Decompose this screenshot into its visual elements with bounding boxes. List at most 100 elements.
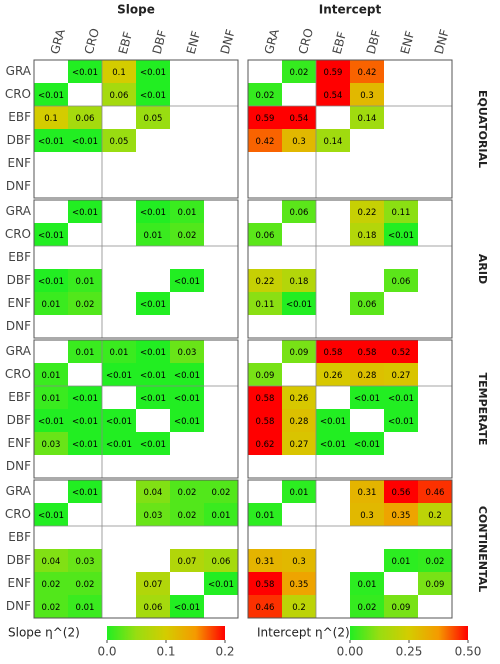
cell-label: <0.01 (354, 394, 380, 404)
heatmap-cell (282, 106, 316, 129)
heatmap-cell (350, 363, 384, 386)
heatmap-cell (248, 549, 282, 572)
heatmap-cell (68, 409, 102, 432)
cell-label: 0.06 (144, 603, 163, 613)
heatmap-cell (102, 340, 136, 363)
heatmap-cell (136, 292, 170, 315)
cell-label: 0.54 (324, 91, 343, 101)
cell-label: 0.3 (292, 137, 306, 147)
cell-label: 0.07 (178, 557, 197, 567)
colorbar-tick-label: 0.25 (396, 645, 423, 659)
cell-label: 0.18 (290, 277, 309, 287)
cell-label: 0.28 (290, 417, 309, 427)
heatmap-cell (204, 549, 238, 572)
heatmap-cell (248, 363, 282, 386)
cell-label: 0.09 (256, 371, 275, 381)
cell-label: 0.01 (290, 488, 309, 498)
heatmap-cell (136, 595, 170, 618)
cell-label: 0.02 (76, 580, 95, 590)
cell-label: 0.09 (290, 348, 309, 358)
row-label: DNF (6, 319, 31, 333)
cell-label: 0.09 (426, 580, 445, 590)
heatmap-cell (248, 269, 282, 292)
cell-label: <0.01 (174, 371, 200, 381)
heatmap-cell (68, 106, 102, 129)
heatmap-cell (384, 503, 418, 526)
heatmap-cell (350, 595, 384, 618)
colorbar (350, 626, 468, 640)
cell-label: 0.01 (392, 557, 411, 567)
cell-label: 0.14 (358, 114, 377, 124)
heatmap-cell (170, 340, 204, 363)
column-label: DBF (150, 28, 170, 55)
heatmap-cell (316, 83, 350, 106)
cell-label: 0.06 (392, 277, 411, 287)
heatmap-cell (282, 549, 316, 572)
cell-label: 0.03 (178, 348, 197, 358)
heatmap-cell (282, 292, 316, 315)
heatmap-cell (282, 269, 316, 292)
cell-label: <0.01 (72, 488, 98, 498)
colorbar-tick-label: 0.00 (337, 645, 364, 659)
heatmap-cell (316, 340, 350, 363)
cell-label: 0.01 (42, 394, 61, 404)
cell-label: 0.05 (110, 137, 129, 147)
zone-label: CONTINENTAL (476, 506, 489, 592)
cell-label: 0.03 (42, 440, 61, 450)
heatmap-cell (102, 432, 136, 455)
cell-label: <0.01 (320, 440, 346, 450)
column-label: CRO (296, 27, 316, 56)
heatmap-cell (170, 595, 204, 618)
cell-label: 0.22 (358, 208, 377, 218)
heatmap-cell (170, 503, 204, 526)
cell-label: 0.02 (358, 603, 377, 613)
colorbar-tick-label: 0.50 (455, 645, 482, 659)
heatmap-cell (282, 432, 316, 455)
cell-label: 0.01 (178, 208, 197, 218)
cell-label: 0.27 (392, 371, 411, 381)
heatmap-cell (350, 572, 384, 595)
cell-label: 0.14 (324, 137, 343, 147)
cell-label: 0.01 (358, 580, 377, 590)
cell-label: 0.11 (392, 208, 411, 218)
cell-label: 0.59 (256, 114, 275, 124)
heatmap-cell (34, 363, 68, 386)
heatmap-cell (68, 595, 102, 618)
heatmap-cell (170, 480, 204, 503)
heatmap-cell (34, 269, 68, 292)
row-label: GRA (6, 344, 32, 358)
cell-label: 0.56 (392, 488, 411, 498)
cell-label: 0.46 (426, 488, 445, 498)
heatmap-cell (170, 549, 204, 572)
cell-label: 0.03 (76, 557, 95, 567)
cell-label: 0.03 (144, 511, 163, 521)
heatmap-cell (384, 363, 418, 386)
heatmap-cell (68, 572, 102, 595)
cell-label: 0.01 (256, 511, 275, 521)
cell-label: <0.01 (320, 417, 346, 427)
heatmap-cell (204, 480, 238, 503)
column-label: ENF (184, 29, 204, 55)
cell-label: 0.02 (76, 300, 95, 310)
heatmap-cell (248, 572, 282, 595)
heatmap-cell (136, 386, 170, 409)
heatmap-cell (350, 386, 384, 409)
row-label: ENF (8, 296, 32, 310)
row-label: CRO (5, 227, 31, 241)
heatmap-cell (204, 572, 238, 595)
heatmap-cell (350, 340, 384, 363)
heatmap-cell (316, 409, 350, 432)
heatmap-cell (170, 223, 204, 246)
cell-label: 0.07 (144, 580, 163, 590)
cell-label: <0.01 (140, 91, 166, 101)
heatmap-cell (102, 363, 136, 386)
cell-label: <0.01 (38, 91, 64, 101)
column-label: GRA (48, 27, 68, 56)
heatmap-cell (68, 200, 102, 223)
cell-label: 0.2 (292, 603, 306, 613)
heatmap-cell (34, 503, 68, 526)
row-label: DNF (6, 179, 31, 193)
row-label: DBF (7, 553, 31, 567)
heatmap-cell (384, 200, 418, 223)
cell-label: <0.01 (140, 394, 166, 404)
